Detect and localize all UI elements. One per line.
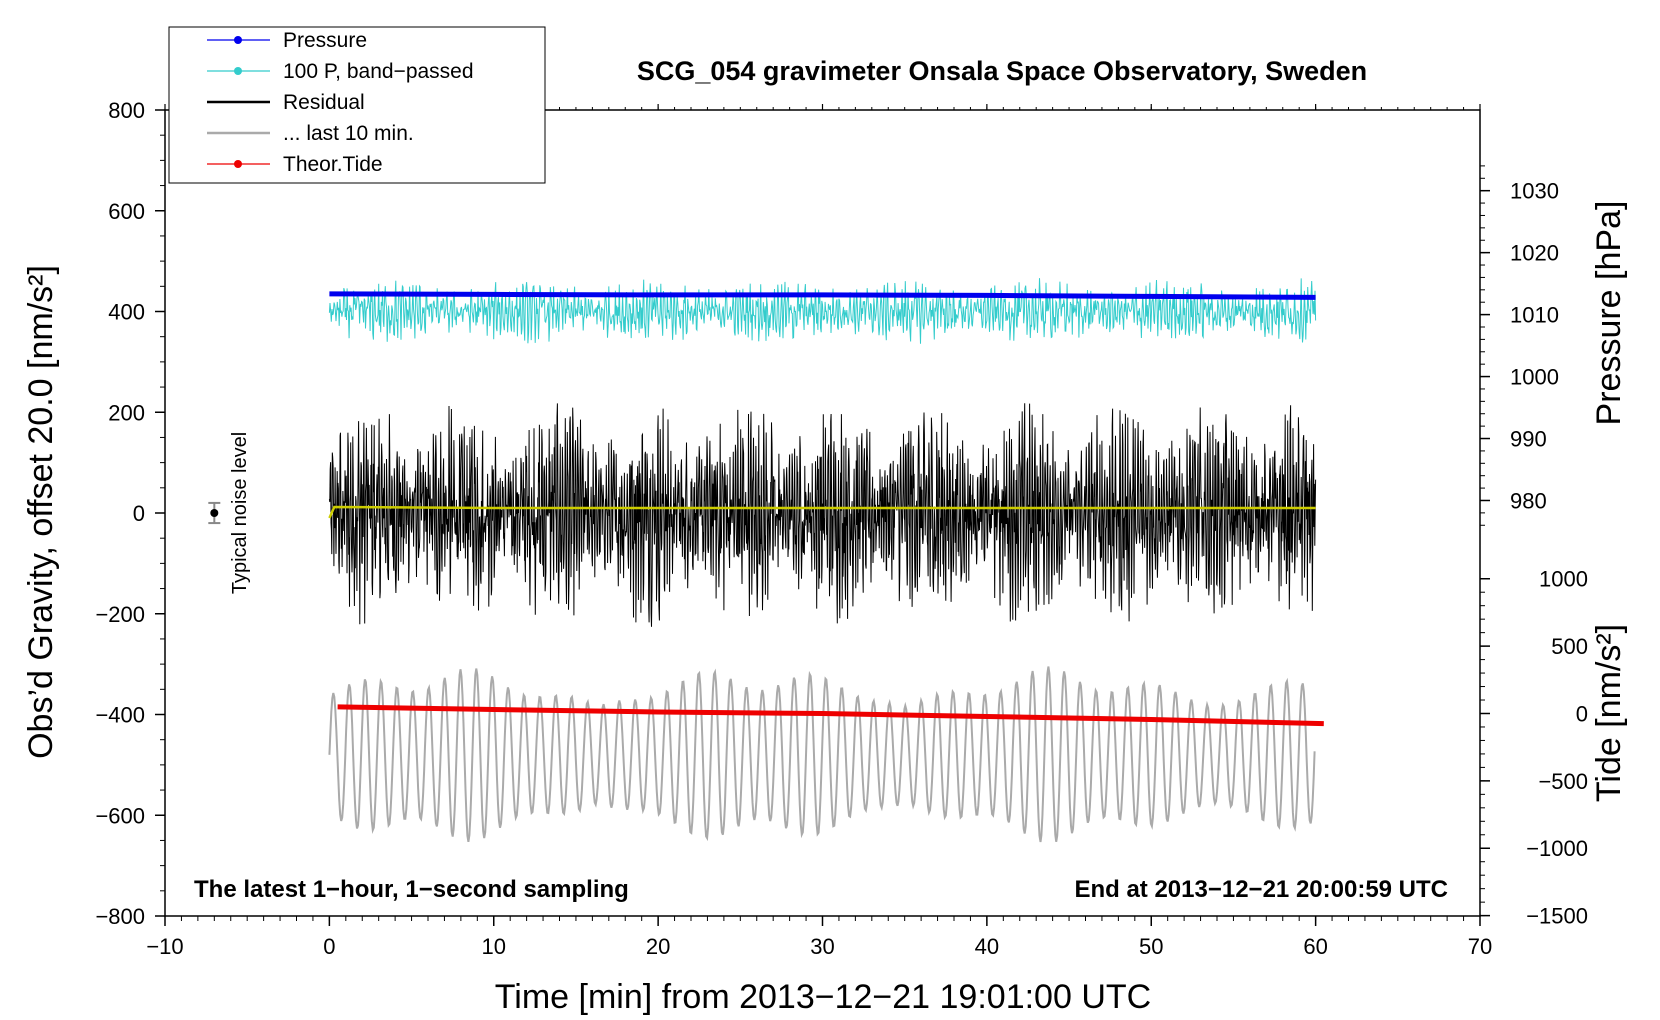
tide-tick-label: −500: [1538, 769, 1588, 794]
x-tick-label: 10: [482, 934, 506, 959]
series-pressure: [329, 291, 1316, 300]
pressure-tick-label: 1030: [1510, 179, 1559, 204]
y-left-tick-label: −800: [95, 904, 145, 929]
pressure-tick-label: 1000: [1510, 365, 1559, 390]
series-residual: [328, 403, 1317, 627]
x-tick-label: 60: [1303, 934, 1327, 959]
pressure-tick-label: 1020: [1510, 241, 1559, 266]
legend-marker: [234, 67, 242, 75]
chart-title: SCG_054 gravimeter Onsala Space Observat…: [637, 56, 1367, 86]
tide-tick-label: 500: [1551, 634, 1588, 659]
pressure-tick-label: 980: [1510, 488, 1547, 513]
legend-label: Residual: [283, 91, 365, 114]
y-axis-title-tide: Tide [nm/s²]: [1590, 624, 1628, 802]
legend-label: ... last 10 min.: [283, 122, 414, 145]
legend-label: Pressure: [283, 29, 367, 52]
y-left-tick-label: −400: [95, 703, 145, 728]
annotation-end-time: End at 2013−12−21 20:00:59 UTC: [1074, 876, 1448, 903]
y-left-tick-label: 0: [133, 501, 145, 526]
series-last-10-min: [328, 666, 1316, 843]
y-left-tick-label: 600: [108, 199, 145, 224]
y-axis-title-left: Obs’d Gravity, offset 20.0 [nm/s²]: [22, 265, 60, 759]
legend-label: Theor.Tide: [283, 153, 383, 176]
legend-marker: [234, 36, 242, 44]
legend-marker: [234, 160, 242, 168]
x-tick-label: 0: [323, 934, 335, 959]
tide-tick-label: −1500: [1526, 904, 1588, 929]
pressure-tick-label: 1010: [1510, 303, 1559, 328]
axes-layer: −10 0 10 20 30 40 50 60 708006004002000−200−400−…: [95, 98, 1588, 959]
y-left-tick-label: −600: [95, 803, 145, 828]
x-tick-label: 30: [810, 934, 834, 959]
series-residual-smoothed: [328, 505, 1316, 519]
x-tick-label: 70: [1468, 934, 1492, 959]
legend-label: 100 P, band−passed: [283, 60, 474, 83]
legend-box: [168, 26, 546, 184]
noise-marker-point: [210, 509, 219, 517]
x-tick-label: 40: [975, 934, 999, 959]
x-tick-label: 20: [646, 934, 670, 959]
y-left-tick-label: 200: [108, 400, 145, 425]
y-left-tick-label: −200: [95, 602, 145, 627]
y-axis-title-pressure: Pressure [hPa]: [1590, 201, 1628, 426]
tide-tick-label: 1000: [1539, 567, 1588, 592]
annotation-sampling: The latest 1−hour, 1−second sampling: [194, 876, 629, 903]
x-tick-label: −10: [146, 934, 183, 959]
pressure-tick-label: 990: [1510, 427, 1547, 452]
tide-tick-label: 0: [1576, 701, 1588, 726]
tide-tick-label: −1000: [1526, 836, 1588, 861]
noise-level-label: Typical noise level: [229, 432, 251, 594]
series-band-passed-pressure: [328, 278, 1317, 344]
x-tick-label: 50: [1139, 934, 1163, 959]
y-left-tick-label: 800: [108, 98, 145, 123]
y-left-tick-label: 400: [108, 300, 145, 325]
series-theor-tide: [337, 704, 1324, 727]
series-layer: [208, 278, 1324, 843]
x-axis-title: Time [min] from 2013−12−21 19:01:00 UTC: [495, 978, 1151, 1016]
legend: Pressure 100 P, band−passed Residual ... la…: [168, 26, 546, 184]
